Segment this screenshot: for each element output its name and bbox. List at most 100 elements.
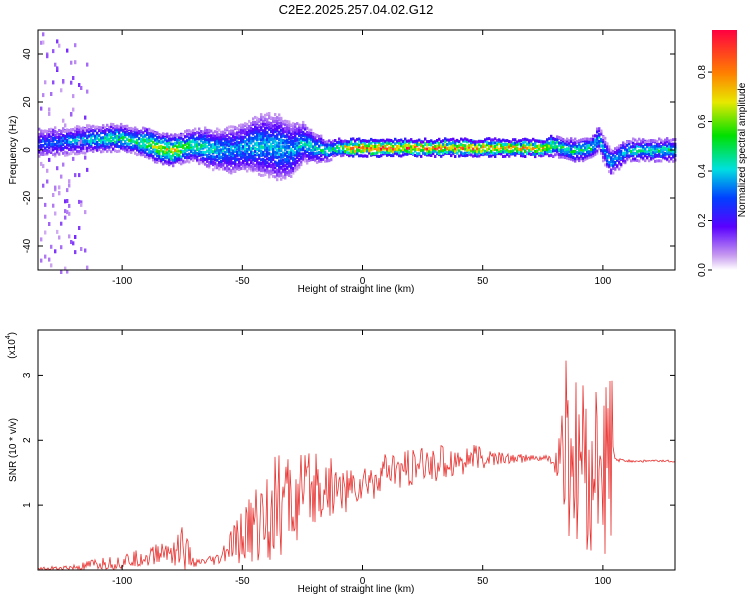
spectrogram-cell	[476, 152, 479, 156]
spectrogram-cell	[112, 142, 115, 145]
spectrogram-cell	[320, 149, 323, 153]
spectrogram-cell	[610, 160, 613, 163]
spectrogram-cell	[294, 125, 297, 129]
spectrogram-cell	[610, 168, 613, 172]
spectrogram-cell	[272, 124, 275, 128]
spectrogram-cell	[304, 124, 307, 127]
spectrogram-cell	[226, 143, 229, 147]
spectrogram-cell	[266, 154, 269, 158]
spectrogram-cell	[280, 124, 283, 128]
spectrogram-cell	[204, 129, 207, 133]
spectrogram-cell	[534, 141, 537, 145]
spectrogram-cell	[452, 141, 455, 144]
spectrogram-cell	[308, 151, 311, 155]
spectrogram-cell	[256, 132, 259, 136]
spectrogram-cell	[308, 133, 311, 137]
spectrogram-cell	[160, 144, 163, 148]
spectrogram-cell	[416, 154, 419, 158]
spectrogram-cell	[106, 133, 109, 137]
spectrogram-cell	[272, 120, 275, 124]
spectrogram-cell	[598, 139, 601, 143]
spectrogram-cell	[308, 154, 311, 158]
spectrogram-cell	[650, 139, 653, 142]
spectrogram-cell	[196, 144, 199, 148]
spectrogram-cell	[126, 150, 129, 154]
spectrogram-cell	[508, 140, 511, 143]
spectrogram-cell	[86, 167, 89, 172]
spectrogram-cell	[324, 150, 327, 154]
spectrogram-cell	[452, 137, 455, 141]
spectrogram-cell	[454, 139, 457, 143]
spectrogram-cell	[350, 137, 353, 141]
spectrogram-cell	[542, 140, 545, 144]
spectrogram-cell	[402, 146, 405, 150]
spectrogram-cell	[80, 130, 83, 134]
spectrogram-cell	[50, 147, 53, 152]
spectrogram-cell	[612, 149, 615, 153]
spectrogram-cell	[576, 155, 579, 158]
spectrogram-cell	[504, 146, 507, 150]
spectrogram-cell	[634, 143, 637, 147]
spectrogram-cell	[50, 263, 53, 268]
spectrogram-cell	[566, 137, 569, 141]
spectrogram-cell	[238, 141, 241, 145]
spectrogram-cell	[102, 138, 105, 142]
spectrogram-cell	[56, 150, 59, 154]
colorbar-tick-label: 0.8	[697, 65, 708, 79]
spectrogram-cell	[510, 140, 513, 144]
spectrogram-cell	[294, 139, 297, 142]
spectrogram-cell	[218, 152, 221, 156]
spectrogram-cell	[306, 158, 309, 162]
spectrogram-cell	[308, 130, 311, 134]
spectrogram-cell	[206, 138, 209, 142]
spectrogram-cell	[610, 148, 613, 152]
spectrogram-cell	[48, 107, 51, 112]
spectrogram-cell	[158, 139, 161, 143]
spectrogram-cell	[466, 140, 469, 144]
spectrogram-cell	[290, 136, 293, 140]
spectrogram-cell	[122, 137, 125, 141]
spectrogram-cell	[294, 157, 297, 161]
spectrogram-cell	[606, 148, 609, 152]
spectrogram-cell	[258, 156, 261, 160]
spectrogram-cell	[288, 137, 291, 141]
spectrogram-cell	[612, 164, 615, 168]
spectrogram-cell	[378, 143, 381, 147]
spectrogram-cell	[230, 164, 233, 168]
spectrogram-cell	[610, 163, 613, 167]
spectrogram-cell	[84, 141, 87, 145]
spectrogram-cell	[154, 151, 157, 155]
spectrogram-cell	[240, 152, 243, 155]
spectrogram-cell	[48, 139, 51, 143]
spectrogram-cell	[262, 141, 265, 145]
spectrogram-cell	[292, 139, 295, 143]
spectrogram-cell	[550, 150, 553, 154]
spectrogram-cell	[252, 117, 255, 121]
spectrogram-cell	[454, 141, 457, 145]
snr-frame	[37, 329, 676, 571]
spectrogram-cell	[274, 116, 277, 120]
spectrogram-cell	[102, 142, 105, 146]
spectrogram-cell	[134, 140, 137, 144]
spectrogram-cell	[106, 142, 109, 146]
spectrogram-cell	[44, 129, 47, 133]
spectrogram-cell	[52, 145, 55, 148]
spectrogram-cell	[188, 146, 191, 150]
spectrogram-cell	[234, 157, 237, 161]
spectrogram-cell	[622, 146, 625, 150]
spectrogram-cell	[438, 141, 441, 145]
spectrogram-cell	[58, 235, 61, 240]
spectrogram-cell	[602, 152, 605, 156]
spectrogram-cell	[204, 145, 207, 149]
spectrogram-cell	[506, 148, 509, 152]
spectrogram-cell	[450, 154, 453, 158]
spectrogram-cell	[560, 136, 563, 140]
spectrogram-cell	[110, 125, 113, 129]
spectrogram-cell	[666, 157, 669, 161]
spectrogram-cell	[254, 135, 257, 139]
spectrogram-cell	[116, 137, 119, 141]
spectrogram-cell	[338, 147, 341, 150]
spectrogram-cell	[314, 145, 317, 149]
spectrogram-cell	[286, 160, 289, 164]
spectrogram-cell	[652, 145, 655, 149]
